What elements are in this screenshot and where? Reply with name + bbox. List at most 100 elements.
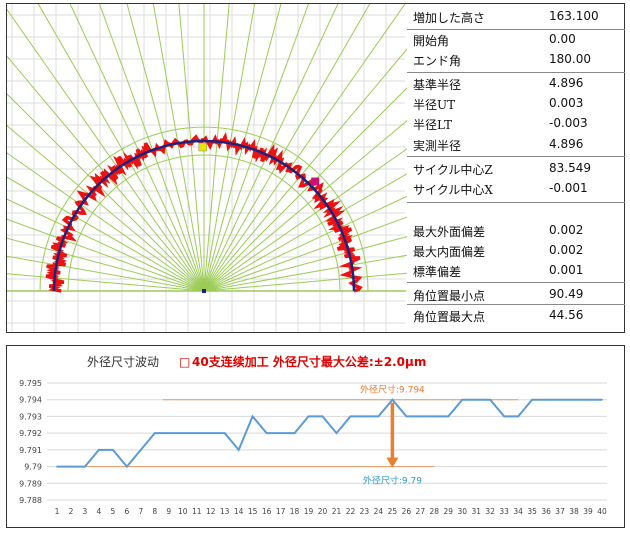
- x-tick-label: 25: [388, 507, 398, 516]
- data-point: [335, 432, 338, 434]
- param-label: 基準半径: [413, 78, 462, 92]
- radial-grid-line: [7, 218, 205, 292]
- radial-grid-line: [203, 4, 256, 292]
- x-tick-label: 28: [430, 507, 440, 516]
- x-tick-label: 29: [444, 507, 454, 516]
- data-point: [349, 415, 352, 418]
- x-tick-label: 16: [262, 507, 272, 516]
- radial-grid-line: [7, 125, 205, 292]
- radial-grid-line: [178, 4, 205, 292]
- data-point: [251, 415, 254, 418]
- radial-grid-line: [203, 173, 407, 292]
- data-point: [167, 432, 170, 434]
- param-label: エンド角: [413, 54, 462, 68]
- x-tick-label: 23: [360, 507, 370, 516]
- radial-grid-line: [203, 4, 282, 292]
- param-label: 角位置最大点: [413, 310, 486, 324]
- radial-grid-line: [203, 4, 339, 292]
- data-point: [56, 465, 58, 468]
- radial-grid-line: [7, 55, 205, 292]
- data-point: [307, 415, 310, 418]
- data-point: [279, 432, 282, 434]
- x-tick-label: 33: [499, 507, 509, 516]
- x-tick-label: 35: [527, 507, 537, 516]
- x-tick-label: 11: [192, 507, 202, 516]
- diameter-series-line: [57, 398, 602, 469]
- data-point: [601, 398, 603, 401]
- x-tick-label: 36: [541, 507, 551, 516]
- polar-measurement-panel: 増加した高さ 163.100 開始角 0.00 エンド角 180.00 基準半径 4.896 半…: [6, 3, 625, 333]
- param-value: 44.56: [549, 308, 584, 322]
- data-point: [209, 432, 212, 434]
- x-tick-label: 19: [304, 507, 314, 516]
- radial-grid-line: [203, 272, 407, 292]
- x-tick-label: 24: [374, 507, 384, 516]
- x-tick-label: 14: [234, 507, 244, 516]
- y-tick-label: 9.789: [19, 479, 42, 488]
- data-point: [489, 398, 492, 401]
- data-point: [447, 415, 450, 418]
- table-divider: [407, 156, 625, 157]
- param-label: 最大内面偏差: [413, 245, 486, 259]
- reference-circle: [52, 139, 356, 292]
- data-point: [405, 415, 408, 418]
- table-divider: [407, 29, 625, 30]
- data-point: [265, 432, 268, 434]
- data-point: [126, 465, 128, 468]
- data-point: [140, 449, 142, 451]
- data-point: [321, 415, 324, 418]
- data-point: [531, 398, 533, 401]
- param-value: -0.001: [549, 181, 588, 195]
- x-tick-label: 20: [318, 507, 328, 516]
- radial-grid-line: [7, 93, 205, 292]
- x-tick-label: 22: [346, 507, 356, 516]
- x-tick-label: 40: [597, 507, 607, 516]
- chart-title: 外径尺寸波动: [87, 355, 159, 369]
- x-tick-label: 32: [485, 507, 495, 516]
- radial-grid-line: [203, 195, 407, 292]
- data-point: [475, 398, 478, 401]
- x-tick-label: 9: [166, 507, 171, 516]
- x-tick-label: 15: [248, 507, 258, 516]
- param-label: 開始角: [413, 34, 450, 48]
- radial-grid-line: [203, 148, 407, 292]
- x-tick-label: 12: [206, 507, 216, 516]
- param-value: 0.002: [549, 243, 584, 257]
- param-label: 最大外面偏差: [413, 225, 486, 239]
- min-value-label: 外径尺寸:9.79: [363, 475, 422, 487]
- param-value: 90.49: [549, 287, 584, 301]
- x-tick-label: 31: [471, 507, 481, 516]
- radial-grid-line: [203, 236, 407, 292]
- x-tick-label: 18: [290, 507, 300, 516]
- param-label: 半径LT: [413, 118, 452, 132]
- param-value: 83.549: [549, 161, 591, 175]
- data-point: [223, 432, 226, 434]
- x-tick-label: 26: [402, 507, 412, 516]
- radial-grid-line: [203, 120, 407, 292]
- data-point: [433, 415, 436, 418]
- y-tick-label: 9.793: [19, 412, 42, 421]
- y-tick-label: 9.788: [19, 496, 42, 505]
- max-point-marker: [311, 177, 320, 186]
- y-tick-label: 9.792: [19, 429, 42, 438]
- x-tick-label: 7: [138, 507, 143, 516]
- radial-grid-line: [7, 255, 205, 292]
- radial-grid-line: [203, 48, 407, 292]
- tolerance-circle: [39, 126, 369, 292]
- param-value: 180.00: [549, 52, 591, 66]
- radial-grid-line: [203, 4, 406, 292]
- radial-grid-line: [203, 4, 230, 292]
- data-point: [154, 432, 156, 434]
- radial-grid-line: [203, 4, 371, 292]
- param-value: 0.001: [549, 263, 584, 277]
- table-divider: [407, 72, 625, 73]
- x-tick-label: 27: [416, 507, 426, 516]
- table-divider: [407, 304, 625, 305]
- range-arrow-head: [386, 457, 399, 468]
- data-point: [587, 398, 589, 401]
- data-point: [84, 465, 86, 468]
- table-divider: [407, 202, 625, 203]
- radial-grid-line: [203, 87, 407, 292]
- x-tick-label: 8: [152, 507, 157, 516]
- data-point: [181, 432, 184, 434]
